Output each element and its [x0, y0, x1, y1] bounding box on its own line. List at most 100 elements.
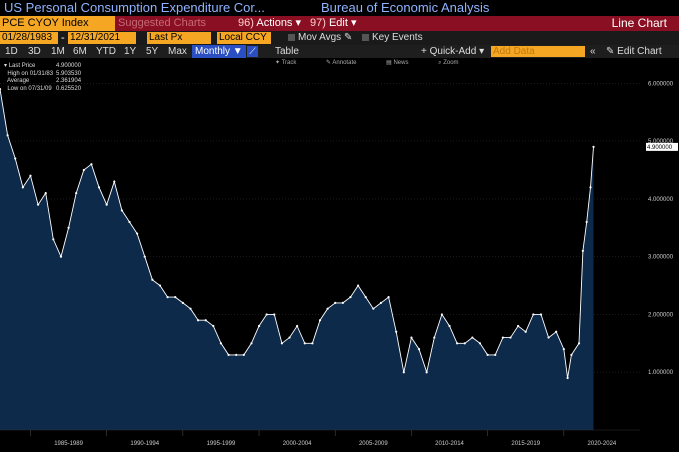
period-ytd[interactable]: YTD	[96, 46, 116, 57]
start-date-field[interactable]: 01/28/1983	[0, 32, 58, 44]
data-point	[303, 342, 306, 345]
add-data-input[interactable]: Add Data	[491, 46, 585, 57]
mov-avgs-toggle[interactable]: Mov Avgs ✎	[288, 31, 352, 45]
data-point	[486, 353, 489, 356]
period-1y[interactable]: 1Y	[124, 46, 137, 57]
ticker-field[interactable]: PCE CYOY Index	[0, 16, 115, 31]
edit-chart-label: Edit Chart	[617, 46, 662, 57]
data-point	[280, 342, 284, 345]
data-point	[181, 301, 184, 304]
data-point	[143, 255, 146, 258]
price-field-select[interactable]: Last Px	[147, 32, 211, 44]
source-title: Bureau of Economic Analysis	[321, 0, 490, 15]
frequency-select[interactable]: Monthly ▼	[192, 45, 246, 58]
data-point	[21, 186, 24, 189]
data-point	[501, 336, 504, 339]
data-point	[59, 255, 63, 258]
last-value-label: 4.900000	[647, 145, 673, 151]
data-point	[311, 342, 314, 345]
data-point	[318, 319, 322, 322]
y-tick-label: 6.000000	[648, 81, 674, 87]
data-point	[471, 336, 474, 339]
data-point	[128, 220, 131, 224]
price-chart[interactable]: 1.000000 2.000000 3.000000 4.000000 5.000000…	[0, 58, 679, 452]
data-point	[257, 324, 261, 328]
table-button[interactable]: Table	[275, 46, 299, 57]
data-point	[151, 278, 154, 281]
data-point	[387, 296, 390, 299]
data-point	[349, 296, 352, 299]
data-point	[326, 307, 329, 310]
legend-low: Low on 07/31/09 0.625520	[7, 85, 82, 92]
data-point	[456, 342, 459, 345]
suggested-charts-button[interactable]: Suggested Charts	[118, 16, 206, 31]
data-point	[82, 168, 85, 172]
data-point	[288, 336, 291, 339]
end-date-field[interactable]: 12/31/2021	[68, 32, 136, 44]
annotate-tool[interactable]: ✎ Annotate	[326, 60, 357, 66]
actions-menu-number: 96)	[238, 17, 254, 29]
chart-style-icon[interactable]: ⟋	[247, 46, 258, 57]
data-point	[196, 319, 200, 322]
edit-chart-button[interactable]: ✎ Edit Chart	[606, 45, 662, 58]
suggested-charts-label: Suggested Charts	[118, 17, 207, 29]
data-point	[113, 180, 116, 183]
data-point	[379, 301, 383, 304]
data-point	[562, 348, 565, 351]
key-events-checkbox-icon	[362, 33, 369, 41]
tool-bar: 1D 3D 1M 6M YTD 1Y 5Y Max Monthly ▼ ⟋ Ta…	[0, 45, 679, 58]
news-tool[interactable]: ▤ News	[386, 60, 409, 66]
data-point	[448, 324, 451, 328]
track-tool[interactable]: ✦ Track	[275, 60, 297, 66]
command-bar: PCE CYOY Index Suggested Charts 96) Acti…	[0, 16, 679, 31]
frequency-label: Monthly	[195, 46, 231, 57]
data-point	[539, 313, 543, 316]
period-1m[interactable]: 1M	[51, 46, 65, 57]
key-events-toggle[interactable]: Key Events	[362, 31, 423, 45]
actions-menu[interactable]: 96) Actions ▾	[238, 16, 301, 31]
x-tick-label: 2005-2009	[359, 441, 388, 447]
zoom-tool[interactable]: ⌕ Zoom	[438, 60, 459, 66]
data-point	[440, 313, 444, 316]
period-3d[interactable]: 3D	[28, 46, 41, 57]
edit-chart-pencil-icon: ✎	[606, 46, 615, 57]
data-point	[189, 307, 192, 310]
data-point	[509, 336, 512, 339]
data-point	[0, 88, 2, 91]
data-point	[273, 313, 276, 316]
data-point	[235, 353, 238, 356]
mov-avgs-label: Mov Avgs	[298, 32, 342, 43]
data-point	[29, 174, 32, 177]
data-point	[524, 330, 527, 333]
edit-menu-number: 97)	[310, 17, 326, 29]
period-max[interactable]: Max	[168, 46, 187, 57]
period-6m[interactable]: 6M	[73, 46, 87, 57]
edit-menu[interactable]: 97) Edit ▾	[310, 16, 357, 31]
data-point	[75, 192, 78, 195]
data-point	[120, 209, 124, 212]
title-bar: US Personal Consumption Expenditure Cor.…	[0, 0, 679, 16]
data-point	[44, 192, 47, 195]
period-1d[interactable]: 1D	[5, 46, 18, 57]
data-point	[433, 336, 436, 339]
data-point	[547, 336, 550, 339]
quick-add-button[interactable]: + Quick-Add ▾	[421, 45, 484, 58]
legend-last-price: ▾ Last Price 4.900000	[4, 63, 82, 69]
data-point	[341, 301, 344, 304]
actions-menu-label: Actions	[256, 17, 293, 29]
x-tick-label: 2020-2024	[588, 441, 617, 447]
series-line	[0, 89, 594, 379]
y-tick-label: 2.000000	[648, 312, 674, 318]
data-point	[265, 313, 268, 316]
period-5y[interactable]: 5Y	[146, 46, 159, 57]
edit-dropdown-icon: ▾	[351, 17, 357, 29]
key-events-label: Key Events	[372, 32, 423, 43]
collapse-icon[interactable]: «	[590, 46, 596, 57]
actions-dropdown-icon: ▾	[295, 17, 302, 29]
currency-select[interactable]: Local CCY	[217, 32, 271, 44]
x-tick-label: 1995-1999	[207, 441, 236, 447]
quick-add-dropdown-icon: ▾	[479, 46, 485, 57]
data-point	[105, 203, 108, 206]
date-range-dash: -	[61, 32, 65, 44]
data-point	[566, 376, 569, 380]
